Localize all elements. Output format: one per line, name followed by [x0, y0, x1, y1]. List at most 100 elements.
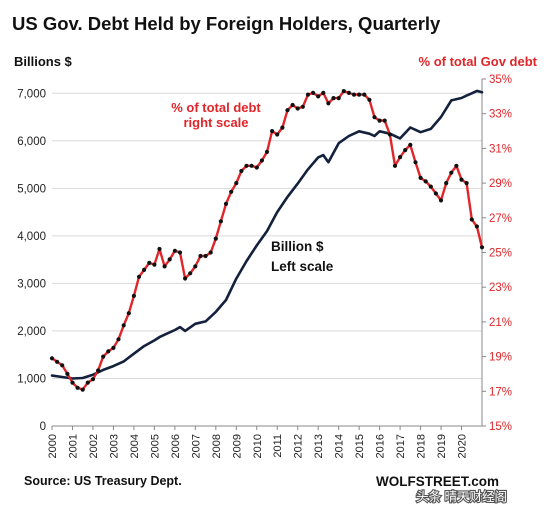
pct-point-78 [449, 170, 454, 175]
x-tick-label-14: 2014 [334, 434, 346, 458]
pct-point-54 [326, 101, 331, 106]
x-tick-label-0: 2000 [47, 434, 59, 458]
pct-point-44 [275, 132, 280, 137]
left-tick-label-6: 6,000 [17, 136, 46, 148]
x-tick-label-17: 2017 [395, 434, 407, 458]
pct-point-37 [239, 168, 244, 174]
x-tick-label-7: 2007 [190, 434, 202, 458]
pct-point-55 [331, 96, 336, 101]
x-axis-ticks: 2000 2001 2002 2003 2004 2005 2006 2007 2008 2009… [47, 426, 469, 458]
x-tick-label-11: 2011 [272, 434, 284, 458]
left-tick-label-0: 0 [40, 421, 46, 433]
pct-point-13 [116, 337, 121, 342]
x-tick-label-9: 2009 [231, 434, 243, 458]
pct-point-68 [398, 155, 403, 160]
right-tick-label-10: 35% [489, 74, 512, 86]
pct-point-67 [392, 163, 398, 168]
x-tick-label-10: 2010 [252, 434, 264, 458]
pct-point-10 [101, 354, 106, 359]
pct-point-22 [162, 264, 167, 269]
pct-point-8 [90, 377, 96, 382]
pct-point-40 [254, 165, 259, 170]
pct-point-16 [131, 293, 136, 298]
x-tick-label-3: 2003 [108, 434, 120, 458]
x-tick-label-19: 2019 [436, 434, 448, 458]
gridlines [52, 92, 482, 379]
pct-point-66 [387, 132, 392, 137]
pct-point-62 [367, 97, 372, 102]
x-tick-label-12: 2012 [293, 434, 305, 458]
right-tick-label-4: 23% [489, 282, 512, 294]
billion-annotation-line2: Left scale [271, 259, 334, 274]
pct-point-9 [96, 368, 101, 373]
right-tick-label-5: 25% [489, 248, 512, 260]
pct-point-31 [208, 250, 213, 255]
x-tick-label-6: 2006 [170, 434, 182, 458]
pct-point-1 [55, 359, 60, 364]
pct-point-57 [341, 89, 346, 94]
pct-point-24 [172, 248, 177, 253]
pct-point-79 [454, 163, 459, 168]
pct-point-26 [183, 276, 188, 281]
right-tick-label-9: 33% [489, 109, 512, 121]
pct-point-52 [316, 94, 321, 99]
pct-point-20 [152, 262, 157, 267]
pct-point-51 [311, 90, 316, 95]
right-tick-label-6: 27% [489, 213, 512, 225]
pct-point-69 [403, 148, 408, 153]
pct-point-84 [479, 245, 485, 250]
pct-point-0 [49, 356, 55, 361]
x-tick-label-20: 2020 [457, 434, 469, 458]
left-tick-label-1: 1,000 [17, 373, 46, 385]
pct-point-82 [469, 217, 474, 222]
pct-point-47 [290, 102, 295, 108]
brand-label: WOLFSTREET.com [376, 474, 499, 489]
pct-point-77 [444, 181, 449, 186]
pct-point-29 [198, 253, 203, 259]
pct-point-45 [280, 125, 285, 130]
pct-annotation-line1: % of total debt [171, 100, 261, 115]
pct-point-53 [321, 90, 326, 95]
pct-point-43 [270, 129, 275, 134]
pct-point-38 [244, 163, 249, 168]
pct-point-76 [438, 198, 444, 203]
left-tick-label-2: 2,000 [17, 326, 46, 338]
pct-point-74 [428, 184, 433, 189]
x-tick-label-4: 2004 [129, 434, 141, 458]
left-axis-ticks: 0 1,000 2,000 3,000 4,000 5,000 6,000 7,000 [17, 88, 46, 433]
pct-point-50 [305, 92, 311, 97]
pct-point-83 [474, 224, 479, 229]
pct-point-56 [336, 96, 341, 101]
left-tick-label-5: 5,000 [17, 183, 46, 195]
pct-point-46 [285, 108, 290, 113]
pct-point-65 [382, 118, 387, 123]
pct-point-48 [295, 106, 300, 111]
pct-point-39 [249, 163, 254, 168]
pct-point-73 [423, 179, 428, 184]
pct-annotation-line2: right scale [183, 115, 248, 130]
pct-point-70 [408, 142, 413, 147]
x-tick-label-8: 2008 [211, 434, 223, 458]
pct-point-15 [126, 311, 131, 316]
left-tick-label-3: 3,000 [17, 278, 46, 290]
watermark: 头条 晴天财经阁 [416, 490, 507, 504]
series-line-pct [50, 89, 484, 391]
pct-point-17 [136, 274, 142, 279]
right-axis-title: % of total Gov debt [419, 54, 538, 69]
pct-point-63 [372, 115, 377, 120]
series-markers-pct [49, 89, 485, 392]
pct-point-58 [346, 90, 351, 95]
x-tick-label-1: 2001 [67, 434, 79, 458]
right-tick-label-7: 29% [489, 178, 512, 190]
pct-point-64 [377, 118, 382, 123]
pct-point-34 [223, 201, 229, 206]
pct-point-72 [418, 175, 423, 180]
pct-point-35 [229, 189, 234, 194]
pct-point-21 [157, 246, 162, 252]
pct-point-27 [188, 271, 193, 276]
pct-point-12 [111, 345, 116, 350]
left-tick-label-4: 4,000 [17, 231, 46, 243]
pct-point-4 [70, 380, 75, 385]
